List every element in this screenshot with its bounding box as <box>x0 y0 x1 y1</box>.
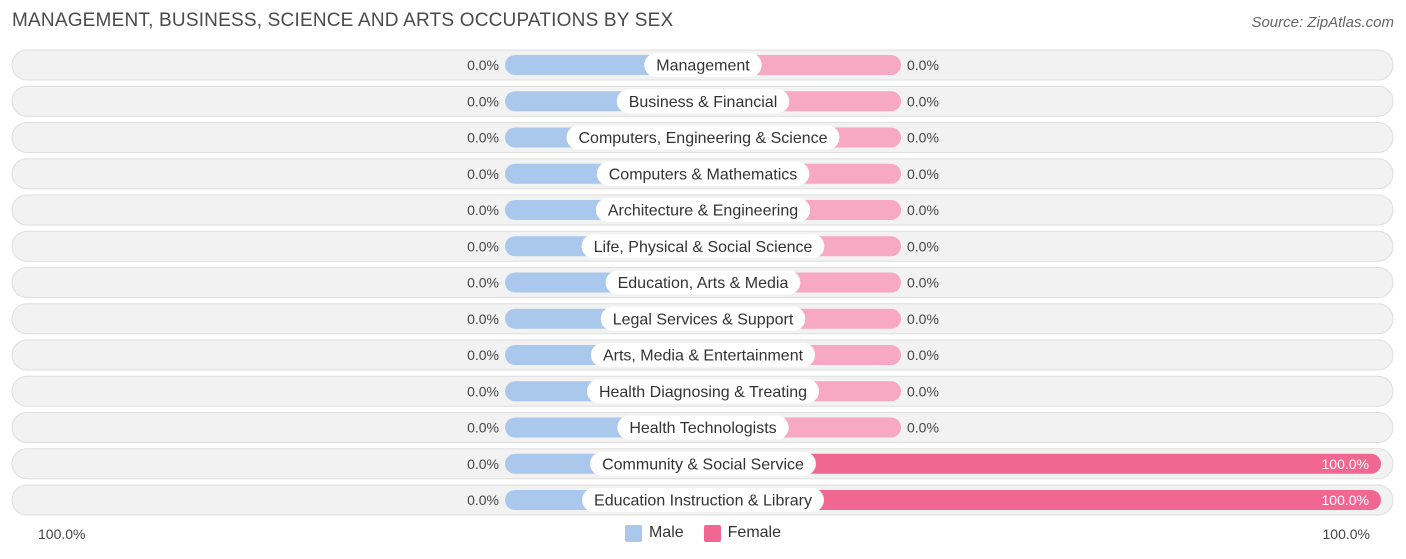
legend: Male Female <box>0 524 1406 542</box>
value-label-female: 100.0% <box>1322 492 1369 508</box>
chart-row: 0.0% 0.0% Computers, Engineering & Science <box>11 122 1394 153</box>
category-label-group: Management <box>644 53 762 77</box>
chart-row: 0.0% 0.0% Architecture & Engineering <box>11 194 1394 226</box>
category-label-background <box>605 270 801 295</box>
value-label-male: 0.0% <box>467 275 499 291</box>
axis-left-label: 100.0% <box>38 526 86 542</box>
value-label-male: 0.0% <box>467 420 499 436</box>
category-label-group: Computers & Mathematics <box>596 161 810 186</box>
category-label-background <box>595 198 811 222</box>
chart-row: 0.0% 0.0% Health Diagnosing & Treating <box>11 375 1394 407</box>
value-label-male: 0.0% <box>467 57 499 73</box>
legend-label-female: Female <box>727 524 782 541</box>
category-label-background <box>644 53 762 77</box>
category-label: Legal Services & Support <box>613 311 794 328</box>
chart-title: MANAGEMENT, BUSINESS, SCIENCE AND ARTS O… <box>12 10 674 31</box>
value-label-male: 0.0% <box>467 311 499 327</box>
category-label-background <box>590 343 816 367</box>
value-label-female: 0.0% <box>907 420 939 436</box>
category-label: Education Instruction & Library <box>594 493 812 510</box>
category-label-group: Computers, Engineering & Science <box>566 125 840 150</box>
category-label: Health Diagnosing & Treating <box>599 384 807 401</box>
category-label: Education, Arts & Media <box>618 275 789 292</box>
legend-item-female: Female <box>703 524 782 542</box>
value-label-female: 0.0% <box>907 275 939 291</box>
value-label-female: 0.0% <box>907 166 939 182</box>
chart-row: 0.0% 0.0% Management <box>11 49 1394 81</box>
value-label-female: 0.0% <box>907 130 939 146</box>
value-label-female: 0.0% <box>907 238 939 254</box>
chart-row: 0.0% 100.0% Education Instruction & Librar… <box>11 484 1394 516</box>
value-label-female: 0.0% <box>907 57 939 73</box>
category-label-group: Education, Arts & Media <box>605 270 801 295</box>
bar-female <box>703 453 1381 474</box>
category-label-background <box>616 89 790 114</box>
category-label-group: Education Instruction & Library <box>582 488 824 512</box>
category-label-group: Business & Financial <box>616 89 790 114</box>
value-label-male: 0.0% <box>467 166 499 182</box>
value-label-female: 0.0% <box>907 347 939 363</box>
category-label-background <box>590 451 816 476</box>
value-label-male: 0.0% <box>467 456 499 472</box>
category-label-group: Life, Physical & Social Science <box>581 234 825 259</box>
category-label-group: Health Technologists <box>617 415 789 440</box>
value-label-female: 0.0% <box>907 93 939 109</box>
value-label-female: 0.0% <box>907 311 939 327</box>
value-label-male: 0.0% <box>467 347 499 363</box>
chart-row: 0.0% 0.0% Life, Physical & Social Science <box>11 230 1394 262</box>
category-label-background <box>586 379 820 404</box>
category-label-background <box>617 415 789 440</box>
source-credit: Source: ZipAtlas.com <box>1251 14 1394 31</box>
chart-canvas: 0.0% 0.0% Management 0.0% 0.0% Business & Fin… <box>11 49 1394 516</box>
legend-swatch-male <box>624 524 642 542</box>
category-label-group: Arts, Media & Entertainment <box>590 343 816 367</box>
chart-row: 0.0% 0.0% Legal Services & Support <box>11 303 1394 335</box>
category-label: Life, Physical & Social Science <box>594 239 813 256</box>
category-label-background <box>596 161 810 186</box>
category-label: Computers & Mathematics <box>609 166 798 183</box>
chart-row: 0.0% 0.0% Business & Financial <box>11 85 1394 117</box>
value-label-female: 100.0% <box>1322 456 1369 472</box>
category-label: Health Technologists <box>629 420 776 437</box>
category-label: Business & Financial <box>629 94 778 111</box>
category-label-group: Architecture & Engineering <box>595 198 811 222</box>
category-label-background <box>582 488 824 512</box>
value-label-female: 0.0% <box>907 383 939 399</box>
category-label-background <box>600 306 806 331</box>
chart-row: 0.0% 0.0% Arts, Media & Entertainment <box>11 339 1394 371</box>
legend-label-male: Male <box>648 524 684 541</box>
bar-female <box>703 490 1381 510</box>
chart-row: 0.0% 0.0% Health Technologists <box>11 412 1394 443</box>
axis-right-label: 100.0% <box>1322 526 1370 542</box>
legend-swatch-female <box>703 524 721 542</box>
category-label: Computers, Engineering & Science <box>578 130 827 147</box>
value-label-male: 0.0% <box>467 93 499 109</box>
category-label: Community & Social Service <box>602 456 804 473</box>
value-label-male: 0.0% <box>467 130 499 146</box>
category-label: Architecture & Engineering <box>608 203 798 220</box>
category-label-background <box>566 125 840 150</box>
value-label-male: 0.0% <box>467 238 499 254</box>
chart-row: 0.0% 100.0% Community & Social Service <box>11 448 1394 480</box>
legend-item-male: Male <box>624 524 684 542</box>
chart-row: 0.0% 0.0% Computers & Mathematics <box>11 158 1394 190</box>
value-label-male: 0.0% <box>467 492 499 508</box>
category-label-background <box>581 234 825 259</box>
value-label-male: 0.0% <box>467 383 499 399</box>
category-label: Management <box>656 58 750 75</box>
value-label-male: 0.0% <box>467 202 499 218</box>
value-label-female: 0.0% <box>907 202 939 218</box>
category-label-group: Health Diagnosing & Treating <box>586 379 820 404</box>
chart-row: 0.0% 0.0% Education, Arts & Media <box>11 267 1394 298</box>
category-label-group: Legal Services & Support <box>600 306 806 331</box>
category-label-group: Community & Social Service <box>590 451 816 476</box>
category-label: Arts, Media & Entertainment <box>603 348 804 365</box>
